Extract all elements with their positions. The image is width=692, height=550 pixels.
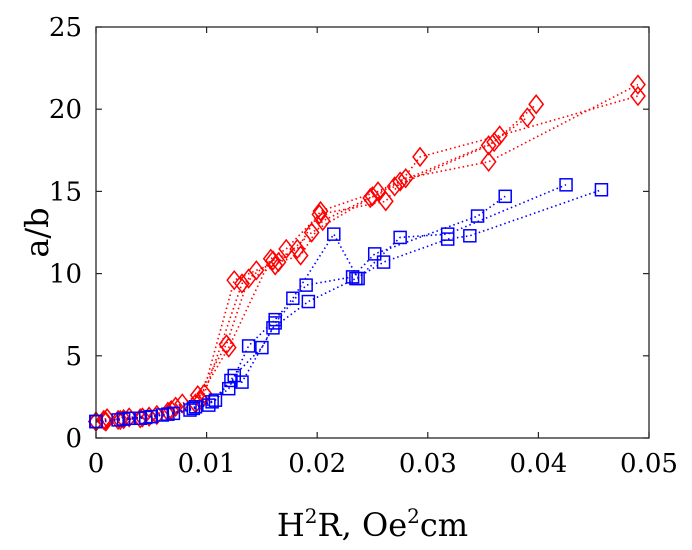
data-point-square	[440, 232, 455, 246]
data-point-diamond	[486, 131, 503, 153]
data-point-diamond	[196, 383, 213, 404]
data-point-square	[440, 227, 455, 241]
data-point-square	[186, 401, 201, 416]
data-point-diamond	[226, 269, 243, 291]
data-point-diamond	[278, 238, 295, 260]
y-tick-label: 0	[65, 424, 82, 454]
data-point-square	[188, 400, 203, 414]
data-point-square	[349, 271, 363, 286]
data-point-diamond	[141, 406, 158, 427]
data-point-diamond	[528, 94, 545, 115]
y-tick-label: 10	[49, 260, 82, 290]
data-point-diamond	[248, 260, 265, 281]
data-point-diamond	[412, 146, 429, 168]
data-point-diamond	[312, 200, 329, 222]
data-point-square	[470, 209, 485, 223]
data-point-square	[286, 291, 300, 306]
x-tick-label: 0.03	[399, 449, 457, 479]
x-tick-label: 0.04	[509, 449, 567, 479]
data-point-diamond	[629, 85, 646, 107]
data-point-diamond	[629, 74, 646, 95]
data-point-square	[299, 278, 313, 292]
data-point-diamond	[314, 210, 331, 232]
y-tick-label: 5	[65, 342, 82, 372]
data-point-square	[255, 340, 269, 355]
x-tick-label: 0.02	[288, 449, 346, 479]
data-point-square	[345, 270, 360, 284]
data-point-square	[498, 189, 512, 204]
y-axis: 0 5 10 15 20 25	[49, 13, 649, 454]
series-line	[95, 95, 639, 423]
data-point-square	[327, 227, 341, 241]
data-point-diamond	[167, 396, 184, 417]
data-point-diamond	[491, 125, 508, 146]
data-point-square	[122, 411, 136, 426]
data-point-square	[144, 409, 159, 424]
series-line	[95, 189, 602, 423]
data-point-diamond	[234, 273, 250, 294]
series-red-3	[88, 85, 646, 432]
data-point-square	[208, 393, 223, 407]
x-axis: 0 0.01 0.02 0.03 0.04 0.05	[88, 27, 678, 479]
data-point-square	[367, 247, 382, 261]
data-point-diamond	[519, 107, 536, 128]
plot-area-box	[95, 26, 650, 439]
series-blue-3	[89, 189, 512, 429]
data-point-square	[205, 395, 219, 409]
data-point-diamond	[292, 245, 309, 266]
series-red-1	[88, 74, 646, 432]
y-axis-title: a/b	[18, 207, 56, 257]
data-point-square	[227, 368, 241, 383]
data-point-square	[268, 316, 282, 330]
data-point-diamond	[115, 408, 132, 430]
x-axis-title-part: R, Oe	[318, 506, 408, 544]
data-point-diamond	[112, 409, 129, 431]
series-blue-1	[89, 178, 573, 429]
series-blue-2	[89, 183, 609, 429]
data-point-diamond	[377, 191, 394, 212]
data-point-square	[559, 178, 573, 192]
series-line	[95, 184, 567, 423]
data-point-square	[224, 373, 238, 388]
data-point-diamond	[289, 238, 306, 260]
series-red-2	[88, 94, 545, 432]
data-point-square	[463, 229, 477, 243]
x-axis-title: H2R, Oe2cm	[277, 504, 468, 544]
x-axis-title-part: H	[277, 506, 305, 544]
series-line	[95, 83, 639, 423]
data-point-square	[376, 255, 391, 269]
series-layer	[88, 74, 646, 432]
y-tick-label: 20	[49, 95, 82, 125]
data-point-square	[166, 406, 181, 421]
data-point-diamond	[311, 204, 328, 225]
series-line	[95, 195, 506, 423]
data-point-diamond	[386, 176, 403, 197]
data-point-diamond	[303, 222, 320, 243]
y-tick-label: 25	[49, 13, 82, 43]
data-point-diamond	[174, 393, 191, 414]
series-line	[95, 116, 528, 423]
x-axis-title-superscript: 2	[305, 504, 318, 528]
x-axis-title-part: cm	[420, 506, 468, 544]
data-point-square	[241, 339, 256, 353]
x-tick-label: 0.05	[620, 449, 678, 479]
data-point-square	[266, 321, 280, 335]
y-tick-label: 15	[49, 177, 82, 207]
series-line	[96, 103, 537, 423]
data-point-diamond	[134, 407, 151, 428]
data-point-square	[301, 294, 316, 309]
x-tick-label: 0.01	[178, 449, 236, 479]
x-tick-label: 0	[88, 449, 105, 479]
data-point-diamond	[362, 187, 379, 209]
data-point-square	[393, 230, 407, 245]
data-point-diamond	[480, 135, 497, 156]
data-point-diamond	[220, 337, 237, 358]
data-point-diamond	[480, 151, 497, 173]
data-point-square	[594, 183, 609, 197]
x-axis-title-superscript: 2	[407, 504, 420, 528]
series-red-4	[88, 107, 536, 432]
data-point-diamond	[397, 168, 414, 189]
data-point-diamond	[267, 255, 284, 276]
